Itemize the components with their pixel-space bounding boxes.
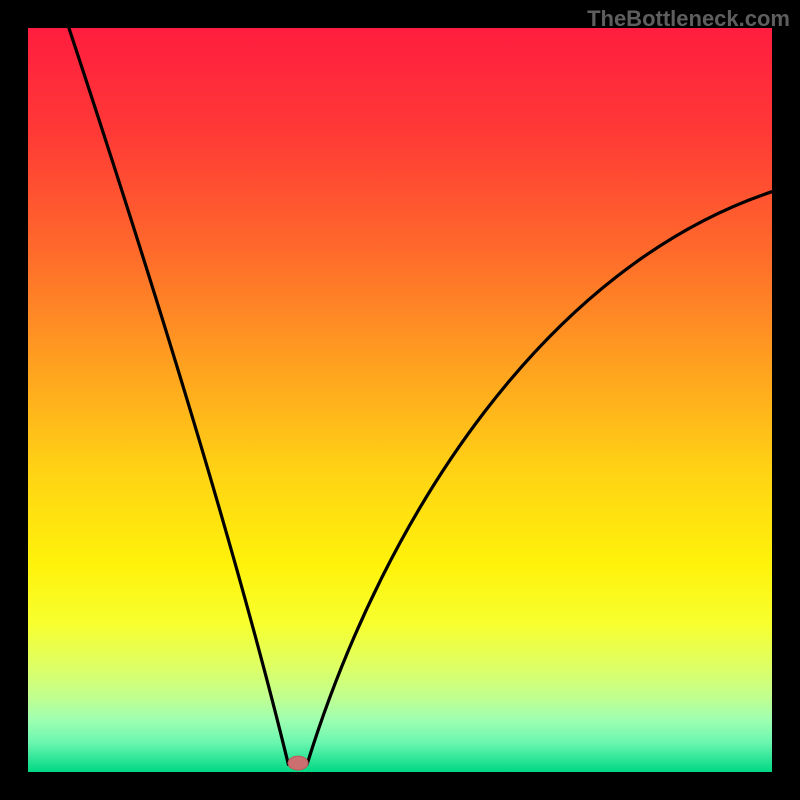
bottleneck-curve-chart [0,0,800,800]
chart-frame: TheBottleneck.com [0,0,800,800]
optimal-point-marker [288,756,308,770]
watermark-text: TheBottleneck.com [587,6,790,32]
plot-background [28,28,772,772]
